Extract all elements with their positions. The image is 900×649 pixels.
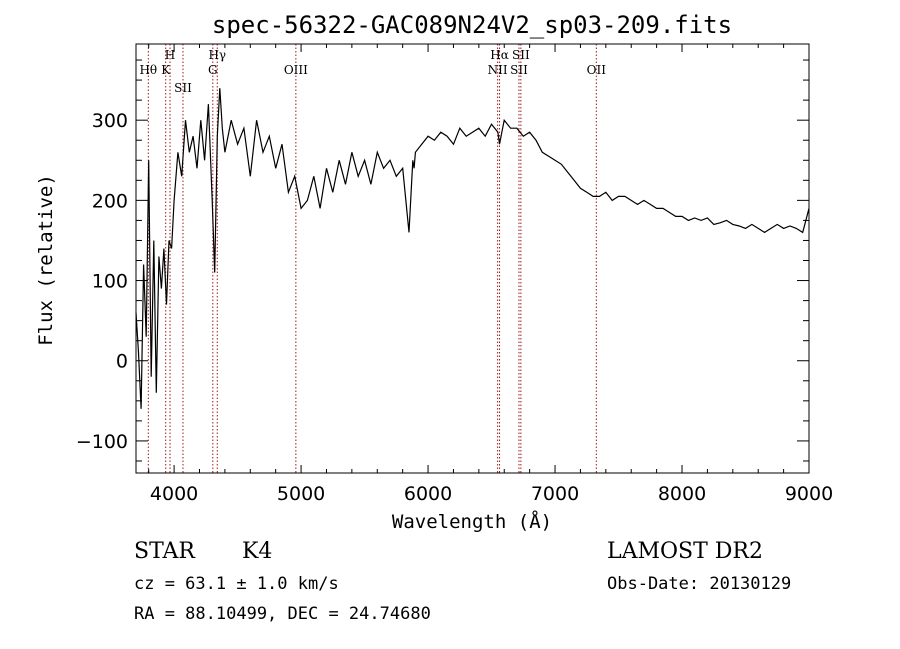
y-tick-label: 300	[92, 110, 128, 132]
chart-title: spec-56322-GAC089N24V2_sp03-209.fits	[212, 11, 732, 39]
x-tick-label: 5000	[277, 483, 325, 505]
x-tick-label: 8000	[658, 483, 706, 505]
x-axis-label: Wavelength (Å)	[392, 510, 552, 533]
spectrum-line	[135, 88, 810, 409]
line-marker-label: K	[161, 63, 171, 77]
y-axis-label: Flux (relative)	[35, 174, 57, 346]
line-marker-label: SII	[512, 48, 530, 62]
line-marker-label: SII	[174, 81, 192, 95]
y-tick-label: 0	[116, 351, 128, 373]
y-axis-ticks: −100 0 100 200 300	[76, 59, 809, 462]
redshift-text: cz = 63.1 ± 1.0 km/s	[134, 574, 339, 594]
line-marker-label: SII	[510, 63, 528, 77]
line-marker-label: Hγ	[208, 48, 226, 62]
object-class: STAR	[134, 539, 196, 564]
y-tick-label: 200	[92, 190, 128, 212]
x-axis-ticks: 4000 5000 6000 7000 8000 9000	[148, 44, 833, 505]
emission-line-markers	[147, 44, 597, 473]
line-marker-label: NII	[488, 63, 508, 77]
line-marker-label: OIII	[284, 63, 308, 77]
line-marker-label: Hθ	[139, 63, 157, 77]
line-marker-label: OII	[587, 63, 607, 77]
x-tick-label: 7000	[531, 483, 579, 505]
line-marker-label: G	[208, 63, 218, 77]
obs-date-text: Obs-Date: 20130129	[607, 574, 791, 594]
survey-label: LAMOST DR2	[607, 539, 763, 564]
x-tick-label: 4000	[150, 483, 198, 505]
x-tick-label: 6000	[404, 483, 452, 505]
y-tick-label: −100	[76, 431, 128, 453]
line-marker-label: H	[165, 48, 175, 62]
y-tick-label: 100	[92, 271, 128, 293]
x-tick-label: 9000	[785, 483, 833, 505]
coordinates-text: RA = 88.10499, DEC = 24.74680	[134, 604, 431, 624]
line-marker-label: Hα	[490, 48, 509, 62]
object-subclass: K4	[242, 539, 272, 564]
plot-frame	[135, 43, 810, 474]
